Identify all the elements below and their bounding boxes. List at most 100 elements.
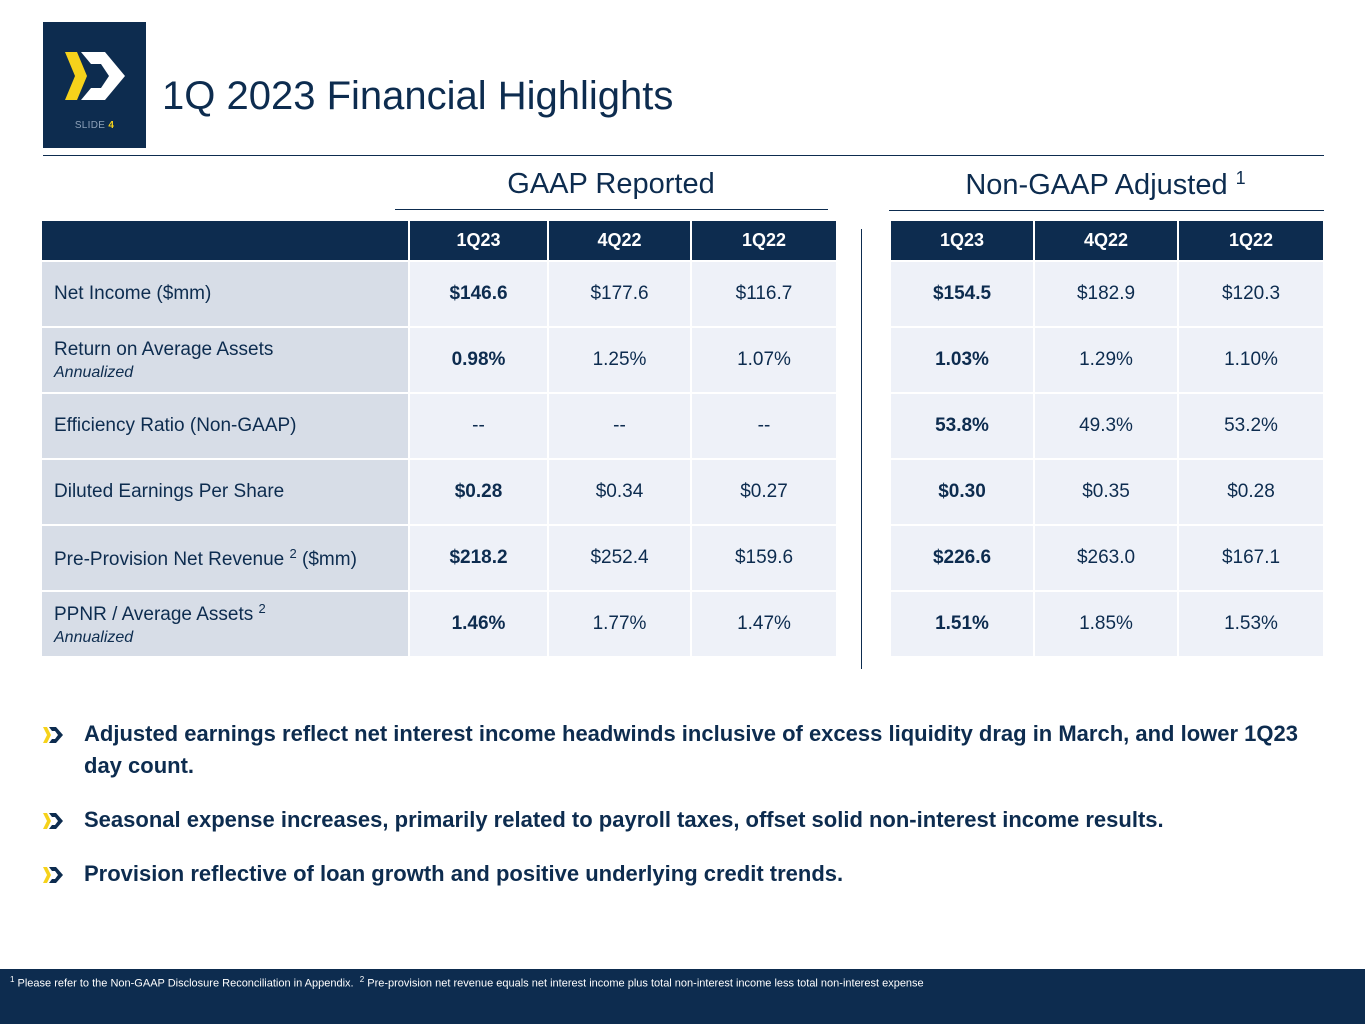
gaap-cell: 1.46% xyxy=(408,590,549,658)
non-gaap-header-1q23: 1Q23 xyxy=(889,219,1035,262)
table-row: 1.03% 1.29% 1.10% xyxy=(889,326,1325,394)
logo-badge: SLIDE 4 xyxy=(43,22,146,148)
table-row: Efficiency Ratio (Non-GAAP) -- -- -- xyxy=(40,392,838,460)
chevron-bullet-icon xyxy=(43,867,63,883)
non-gaap-cell: $120.3 xyxy=(1177,260,1325,328)
non-gaap-cell: $182.9 xyxy=(1033,260,1179,328)
non-gaap-cell: $0.30 xyxy=(889,458,1035,526)
non-gaap-cell: $0.28 xyxy=(1177,458,1325,526)
footnote-1-text: Please refer to the Non-GAAP Disclosure … xyxy=(17,977,354,990)
non-gaap-cell: $154.5 xyxy=(889,260,1035,328)
gaap-group-rule xyxy=(395,209,828,210)
non-gaap-header-1q22: 1Q22 xyxy=(1177,219,1325,262)
non-gaap-group-title: Non-GAAP Adjusted 1 xyxy=(889,168,1322,202)
gaap-cell: 1.47% xyxy=(690,590,838,658)
footnote-text: 1 Please refer to the Non-GAAP Disclosur… xyxy=(10,975,924,990)
gaap-cell: 0.98% xyxy=(408,326,549,394)
gaap-header-1q22: 1Q22 xyxy=(690,219,838,262)
gaap-cell: $0.28 xyxy=(408,458,549,526)
row-label-text: PPNR / Average Assets xyxy=(54,604,254,625)
row-label-text: Pre-Provision Net Revenue xyxy=(54,548,285,570)
non-gaap-cell: 1.53% xyxy=(1177,590,1325,658)
chevron-bullet-icon xyxy=(43,727,63,743)
bullet-text: Seasonal expense increases, primarily re… xyxy=(84,807,1164,832)
footnote-1-ref: 1 xyxy=(10,975,15,984)
row-label-text: Return on Average Assets xyxy=(54,338,274,360)
gaap-cell: 1.25% xyxy=(547,326,692,394)
gaap-cell: $218.2 xyxy=(408,524,549,592)
table-row: 53.8% 49.3% 53.2% xyxy=(889,392,1325,460)
gaap-cell: -- xyxy=(690,392,838,460)
non-gaap-footnote-ref: 1 xyxy=(1235,168,1246,188)
row-label-ppnr-average-assets: PPNR / Average Assets 2 Annualized xyxy=(40,590,410,658)
table-row: $0.30 $0.35 $0.28 xyxy=(889,458,1325,526)
row-label-suffix: ($mm) xyxy=(302,548,357,570)
gaap-cell: -- xyxy=(547,392,692,460)
non-gaap-cell: 53.8% xyxy=(889,392,1035,460)
gaap-cell: $177.6 xyxy=(547,260,692,328)
row-label-footnote-ref: 2 xyxy=(258,601,266,616)
gaap-cell: $159.6 xyxy=(690,524,838,592)
gaap-cell: $252.4 xyxy=(547,524,692,592)
list-item: Provision reflective of loan growth and … xyxy=(40,858,1330,890)
bullet-text: Adjusted earnings reflect net interest i… xyxy=(84,721,1298,778)
non-gaap-cell: 1.51% xyxy=(889,590,1035,658)
non-gaap-cell: 53.2% xyxy=(1177,392,1325,460)
table-row: 1.51% 1.85% 1.53% xyxy=(889,590,1325,658)
list-item: Adjusted earnings reflect net interest i… xyxy=(40,718,1330,782)
chevron-bullet-icon xyxy=(43,813,63,829)
table-row: $154.5 $182.9 $120.3 xyxy=(889,260,1325,328)
gaap-cell: $146.6 xyxy=(408,260,549,328)
non-gaap-table: 1Q23 4Q22 1Q22 $154.5 $182.9 $120.3 1.03… xyxy=(889,219,1325,658)
non-gaap-header-4q22: 4Q22 xyxy=(1033,219,1179,262)
table-row: $226.6 $263.0 $167.1 xyxy=(889,524,1325,592)
footer-bar: 1 Please refer to the Non-GAAP Disclosur… xyxy=(0,969,1365,1024)
gaap-header-blank xyxy=(40,219,410,262)
table-vertical-divider xyxy=(861,229,862,669)
non-gaap-cell: 1.10% xyxy=(1177,326,1325,394)
non-gaap-cell: $263.0 xyxy=(1033,524,1179,592)
row-label-text: Efficiency Ratio (Non-GAAP) xyxy=(54,415,297,436)
row-label-text: Net Income ($mm) xyxy=(54,283,212,304)
non-gaap-cell: 1.29% xyxy=(1033,326,1179,394)
non-gaap-group-title-text: Non-GAAP Adjusted xyxy=(965,169,1228,201)
row-label-diluted-eps: Diluted Earnings Per Share xyxy=(40,458,410,526)
gaap-group-title: GAAP Reported xyxy=(395,168,827,201)
gaap-group-title-text: GAAP Reported xyxy=(507,168,715,200)
gaap-cell: -- xyxy=(408,392,549,460)
row-label-footnote-ref: 2 xyxy=(289,545,297,561)
gaap-header-row: 1Q23 4Q22 1Q22 xyxy=(40,219,838,262)
non-gaap-cell: 1.03% xyxy=(889,326,1035,394)
gaap-cell: $0.34 xyxy=(547,458,692,526)
non-gaap-cell: 1.85% xyxy=(1033,590,1179,658)
page-title: 1Q 2023 Financial Highlights xyxy=(162,74,674,118)
non-gaap-cell: $0.35 xyxy=(1033,458,1179,526)
row-label-ppnr: Pre-Provision Net Revenue 2 ($mm) xyxy=(40,524,410,592)
non-gaap-cell: 49.3% xyxy=(1033,392,1179,460)
slide-label-prefix: SLIDE xyxy=(74,120,106,131)
gaap-cell: 1.07% xyxy=(690,326,838,394)
bullet-text: Provision reflective of loan growth and … xyxy=(84,861,844,886)
non-gaap-header-row: 1Q23 4Q22 1Q22 xyxy=(889,219,1325,262)
gaap-header-4q22: 4Q22 xyxy=(547,219,692,262)
table-row: Pre-Provision Net Revenue 2 ($mm) $218.2… xyxy=(40,524,838,592)
table-row: Return on Average Assets Annualized 0.98%… xyxy=(40,326,838,394)
list-item: Seasonal expense increases, primarily re… xyxy=(40,804,1330,836)
row-label-net-income: Net Income ($mm) xyxy=(40,260,410,328)
table-row: Diluted Earnings Per Share $0.28 $0.34 $… xyxy=(40,458,838,526)
table-row: PPNR / Average Assets 2 Annualized 1.46% … xyxy=(40,590,838,658)
table-row: Net Income ($mm) $146.6 $177.6 $116.7 xyxy=(40,260,838,328)
row-label-text: Diluted Earnings Per Share xyxy=(54,481,285,502)
highlights-list: Adjusted earnings reflect net interest i… xyxy=(40,718,1330,912)
row-label-roaa: Return on Average Assets Annualized xyxy=(40,326,410,394)
gaap-cell: 1.77% xyxy=(547,590,692,658)
row-label-subtext: Annualized xyxy=(54,629,134,646)
title-divider xyxy=(43,155,1324,156)
footnote-2-ref: 2 xyxy=(359,975,365,984)
gaap-cell: $0.27 xyxy=(690,458,838,526)
gaap-cell: $116.7 xyxy=(690,260,838,328)
footnote-2-text: Pre-provision net revenue equals net int… xyxy=(367,977,924,990)
row-label-subtext: Annualized xyxy=(54,363,134,381)
gaap-header-1q23: 1Q23 xyxy=(408,219,549,262)
non-gaap-group-rule xyxy=(889,210,1324,211)
